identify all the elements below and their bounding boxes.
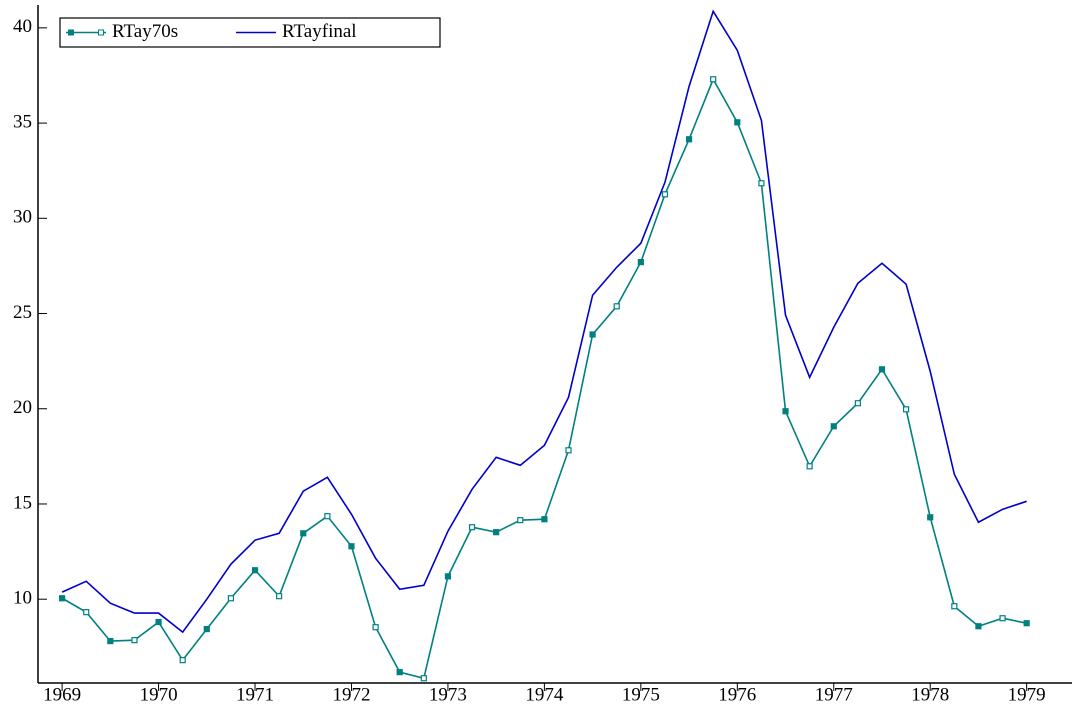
marker (1023, 620, 1030, 627)
marker (927, 514, 934, 521)
line (61, 77, 1027, 680)
marker (517, 517, 524, 524)
marker (396, 669, 403, 676)
marker (830, 423, 837, 430)
marker (661, 191, 669, 198)
marker (324, 513, 331, 520)
legend-marker (98, 29, 104, 36)
marker (878, 366, 886, 373)
marker (975, 623, 982, 630)
x-tick-label: 1970 (140, 684, 178, 705)
legend-label: RTayfinal (282, 21, 357, 42)
marker (227, 595, 235, 602)
line (61, 9, 1027, 634)
x-tick-label: 1977 (815, 684, 853, 705)
marker (854, 400, 861, 407)
marker (348, 543, 355, 550)
y-tick-label: 20 (13, 397, 32, 418)
marker (951, 603, 958, 610)
y-tick-label: 35 (13, 111, 32, 132)
x-tick-label: 1979 (1008, 684, 1046, 705)
x-tick-label: 1971 (236, 684, 274, 705)
marker (155, 618, 162, 626)
marker (59, 595, 66, 602)
marker (276, 593, 283, 600)
marker (734, 119, 741, 126)
marker (637, 259, 644, 266)
marker (131, 637, 138, 644)
marker (107, 638, 114, 645)
y-tick-label: 15 (13, 492, 32, 513)
y-tick-label: 25 (13, 302, 32, 323)
marker (493, 529, 500, 536)
marker (589, 331, 596, 338)
legend-marker (68, 29, 74, 36)
y-tick-label: 10 (13, 588, 32, 609)
marker (251, 567, 259, 574)
x-tick-label: 1972 (332, 684, 370, 705)
x-tick-label: 1978 (911, 684, 949, 705)
marker (541, 516, 548, 523)
marker (902, 406, 910, 413)
marker (685, 136, 693, 143)
marker (999, 615, 1006, 622)
legend-label: RTay70s (112, 21, 178, 42)
marker (372, 624, 379, 631)
marker (468, 524, 476, 531)
marker (179, 657, 186, 664)
x-tick-label: 1976 (718, 684, 756, 705)
x-tick-label: 1974 (525, 684, 564, 705)
marker (710, 76, 717, 83)
marker (758, 180, 765, 187)
marker (444, 573, 452, 580)
marker (565, 447, 572, 454)
x-tick-label: 1975 (622, 684, 660, 705)
marker (420, 675, 427, 682)
y-tick-label: 30 (13, 207, 32, 228)
marker (782, 408, 789, 415)
y-tick-label: 40 (13, 16, 32, 37)
marker (806, 463, 813, 470)
marker (203, 626, 210, 633)
marker (300, 530, 307, 537)
x-tick-label: 1973 (429, 684, 467, 705)
marker (613, 303, 620, 310)
x-tick-label: 1969 (43, 684, 81, 705)
marker (83, 609, 90, 616)
